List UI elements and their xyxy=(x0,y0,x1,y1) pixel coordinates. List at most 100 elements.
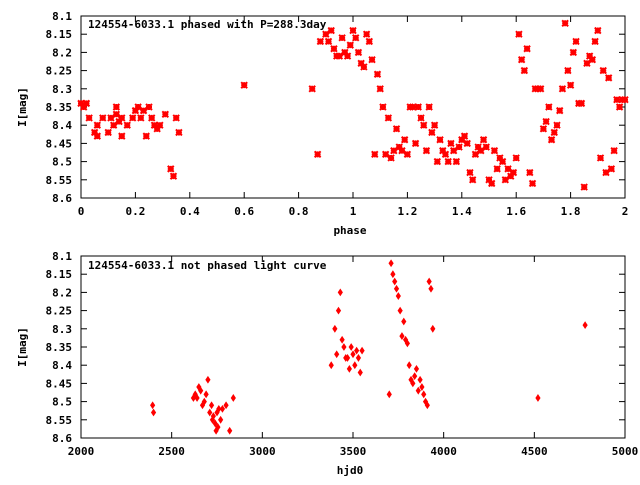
y-tick-label: 8.4 xyxy=(52,359,72,372)
data-point xyxy=(393,284,400,293)
data-point xyxy=(449,146,458,155)
data-point xyxy=(93,121,102,129)
data-point xyxy=(413,364,420,373)
data-point xyxy=(227,426,233,435)
y-tick-label: 8.45 xyxy=(46,377,73,390)
data-point xyxy=(403,150,412,159)
data-point xyxy=(341,343,347,351)
data-point xyxy=(390,146,398,155)
data-point xyxy=(401,317,407,326)
data-point xyxy=(420,121,428,129)
data-point xyxy=(468,176,477,184)
data-point xyxy=(368,55,376,64)
data-point xyxy=(425,103,433,111)
y-ticks: 8.1 8.15 8.2 8.25 8.3 8.35 8.4 8.45 8.5 8.55 8.6 xyxy=(46,10,625,205)
data-point xyxy=(430,121,439,129)
data-point xyxy=(210,412,216,421)
data-point xyxy=(615,103,624,111)
data-point xyxy=(526,168,534,177)
data-point xyxy=(412,372,418,381)
data-point xyxy=(466,168,474,177)
data-point xyxy=(77,99,85,108)
data-point xyxy=(409,103,417,111)
y-tick-label: 8.55 xyxy=(46,174,73,187)
data-point xyxy=(344,354,351,362)
data-point xyxy=(134,103,142,111)
data-point xyxy=(371,150,379,159)
phased-light-curve-panel: 124554-6033.1 phased with P=288.3day pha… xyxy=(16,10,629,237)
data-point xyxy=(328,361,334,370)
data-point xyxy=(458,136,466,144)
data-point xyxy=(169,172,178,180)
y-ticks: 8.1 8.15 8.2 8.25 8.3 8.35 8.4 8.45 8.5 8.55 8.6 xyxy=(46,250,625,445)
data-point xyxy=(411,139,420,148)
x-tick-label: 1.8 xyxy=(561,205,581,218)
data-point xyxy=(414,103,422,111)
data-point xyxy=(208,401,215,410)
data-point xyxy=(379,103,387,111)
data-point xyxy=(201,397,207,406)
data-point xyxy=(203,390,209,399)
x-tick-label: 1.2 xyxy=(397,205,417,218)
y-tick-label: 8.2 xyxy=(52,46,72,59)
data-point xyxy=(594,26,602,35)
data-point xyxy=(150,401,156,410)
data-point xyxy=(444,157,452,166)
data-point xyxy=(357,59,365,68)
data-point xyxy=(167,165,175,173)
unphased-light-curve-panel: 124554-6033.1 not phased light curve hjd… xyxy=(16,250,638,477)
data-point xyxy=(139,106,148,115)
y-tick-label: 8.3 xyxy=(52,83,72,96)
data-point xyxy=(90,128,99,137)
y-tick-label: 8.5 xyxy=(52,156,72,169)
data-point xyxy=(153,125,161,133)
data-point xyxy=(355,354,362,362)
plot-title: 124554-6033.1 not phased light curve xyxy=(88,259,327,272)
data-point xyxy=(535,394,541,402)
data-point xyxy=(547,136,556,144)
data-point xyxy=(433,157,442,166)
data-point xyxy=(564,66,572,75)
data-point xyxy=(156,121,164,129)
y-tick-label: 8.4 xyxy=(52,119,72,132)
data-point xyxy=(528,179,537,188)
data-point xyxy=(515,30,523,38)
y-tick-label: 8.6 xyxy=(52,192,72,205)
x-tick-label: 0.8 xyxy=(289,205,309,218)
data-point xyxy=(362,30,371,38)
y-tick-label: 8.15 xyxy=(46,28,73,41)
data-point xyxy=(498,157,507,166)
data-point xyxy=(439,146,447,155)
data-point xyxy=(354,346,360,355)
data-point xyxy=(430,324,436,333)
data-point xyxy=(150,408,157,417)
data-point xyxy=(426,277,432,286)
data-point xyxy=(212,419,218,428)
data-point xyxy=(80,103,88,111)
data-point xyxy=(104,128,112,137)
x-tick-label: 3500 xyxy=(340,445,367,458)
data-point xyxy=(373,70,382,78)
data-point xyxy=(496,154,504,162)
data-point xyxy=(399,332,405,340)
data-point xyxy=(359,346,365,355)
data-point xyxy=(205,375,211,384)
data-point xyxy=(215,423,221,431)
data-point xyxy=(334,350,340,359)
data-point xyxy=(474,143,482,151)
data-point xyxy=(338,34,346,42)
data-point xyxy=(337,288,343,297)
data-point xyxy=(219,404,226,413)
data-point xyxy=(613,96,621,104)
x-tick-label: 2 xyxy=(622,205,629,218)
data-point xyxy=(346,364,352,373)
data-point xyxy=(610,146,618,155)
data-point xyxy=(392,277,398,286)
data-point xyxy=(386,390,392,399)
data-point xyxy=(115,117,123,126)
data-point xyxy=(360,63,368,71)
data-point xyxy=(583,59,591,68)
data-point xyxy=(198,386,204,395)
data-point xyxy=(424,401,430,410)
y-tick-label: 8.6 xyxy=(52,432,72,445)
